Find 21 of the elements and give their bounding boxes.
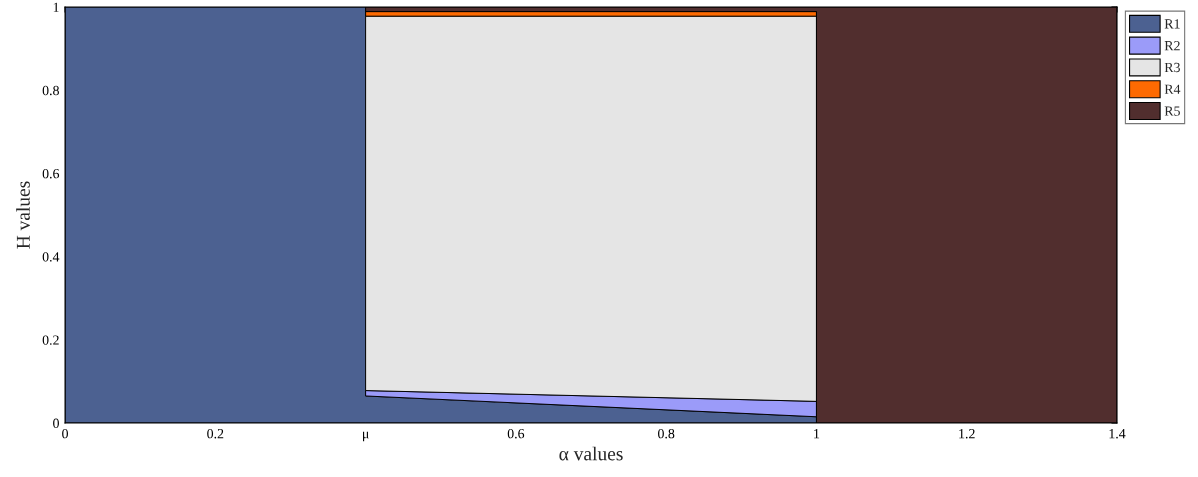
y-tick-label: 0 — [53, 418, 59, 428]
x-tick-label: 0.6 — [507, 428, 525, 439]
x-tick-label: 1.4 — [1109, 429, 1126, 439]
x-axis-title: α values — [559, 446, 623, 461]
x-tick-label: 0.2 — [207, 428, 224, 439]
legend-label: R1 — [1164, 19, 1180, 29]
x-tick-label: 1.2 — [959, 429, 975, 439]
legend-label: R2 — [1164, 41, 1180, 51]
y-tick-label: 0.4 — [42, 252, 60, 262]
x-tick-label: 1 — [814, 429, 820, 439]
y-tick-label: 1 — [53, 2, 59, 12]
legend-label: R3 — [1164, 62, 1180, 73]
y-tick-label: 0.8 — [42, 85, 59, 96]
x-tick-label: 0 — [62, 428, 68, 439]
legend-label: R5 — [1164, 106, 1180, 116]
x-tick-label: μ — [363, 431, 369, 442]
legend-label: R4 — [1164, 84, 1181, 94]
y-axis-title: H values — [16, 181, 30, 249]
y-tick-label: 0.6 — [42, 168, 60, 179]
x-tick-label: 0.8 — [658, 428, 675, 439]
y-tick-label: 0.2 — [42, 335, 59, 345]
